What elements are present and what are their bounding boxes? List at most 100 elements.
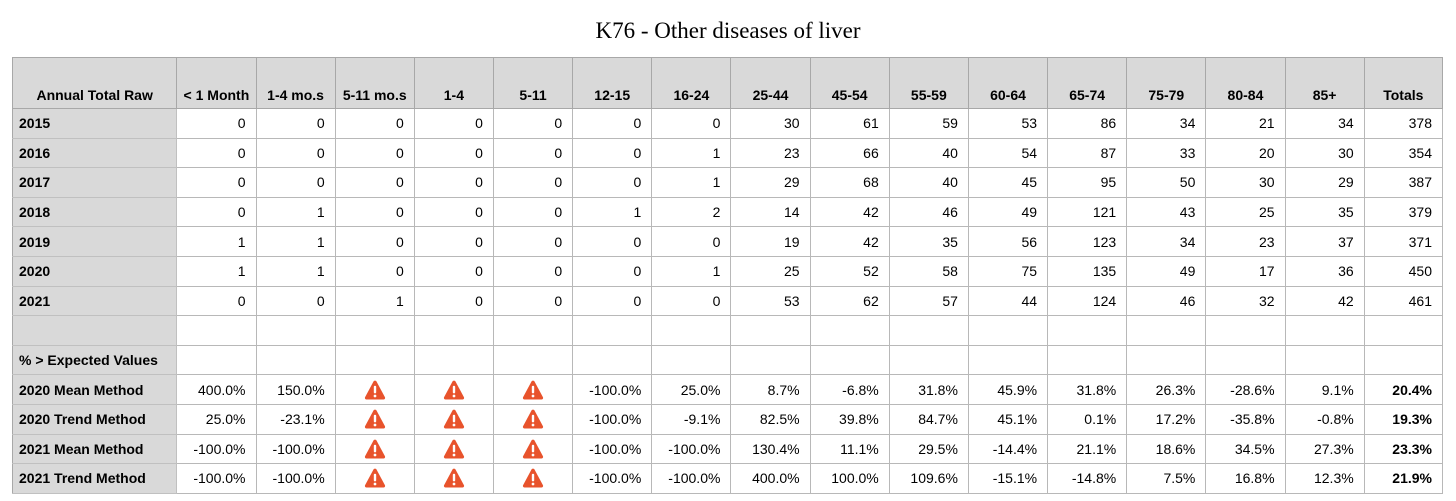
table-cell: 25: [1205, 196, 1286, 228]
table-cell: -0.8%: [1284, 403, 1365, 435]
table-cell: 42: [809, 196, 890, 228]
blank-cell: [888, 315, 969, 346]
table-cell: 378: [1363, 108, 1444, 139]
table-cell: 0: [176, 167, 257, 198]
table-cell: 45: [967, 167, 1049, 198]
table-cell: 1: [255, 255, 336, 287]
table-cell: 1: [176, 226, 257, 257]
year-row: 2021 0 0 1 0 0 0 0 53 62 57 44 124 46 32 42 461: [11, 285, 1444, 317]
blank-cell: [572, 315, 653, 346]
column-header: 12-15: [572, 57, 653, 109]
table-cell: 0: [334, 137, 415, 169]
table-cell: 23: [1205, 226, 1286, 257]
table-cell: -9.1%: [651, 403, 732, 435]
warning-cell: [413, 374, 494, 405]
table-cell: 19.3%: [1363, 403, 1444, 435]
year-row: 2019 1 1 0 0 0 0 0 19 42 35 56 123 34 23 37 371: [11, 226, 1444, 257]
table-cell: 450: [1363, 255, 1444, 287]
table-cell: 23: [730, 137, 811, 169]
table-cell: -15.1%: [967, 463, 1049, 494]
table-cell: -35.8%: [1205, 403, 1286, 435]
warning-cell: [492, 374, 574, 405]
table-cell: 0: [176, 196, 257, 228]
warning-triangle-icon: [522, 380, 544, 400]
blank-cell: [255, 344, 336, 376]
warning-triangle-icon: [364, 469, 385, 488]
blank-cell: [1363, 315, 1444, 346]
table-cell: -100.0%: [176, 463, 257, 494]
warning-cell: [413, 463, 494, 494]
row-label: 2020 Mean Method: [11, 374, 178, 405]
row-label: 2021 Mean Method: [11, 433, 178, 465]
column-header: 5-11 mo.s: [334, 57, 415, 109]
table-cell: 21.9%: [1363, 463, 1444, 494]
blank-cell: [11, 315, 178, 346]
table-cell: 42: [809, 226, 890, 257]
table-cell: -14.8%: [1047, 463, 1128, 494]
blank-cell: [1126, 315, 1207, 346]
warning-triangle-icon: [443, 469, 464, 488]
table-cell: 7.5%: [1126, 463, 1207, 494]
column-header: 60-64: [967, 57, 1049, 109]
table-cell: 123: [1047, 226, 1128, 257]
table-cell: 0: [413, 226, 494, 257]
table-cell: 53: [967, 108, 1049, 139]
warning-cell: [492, 403, 574, 435]
table-cell: 25: [730, 255, 811, 287]
table-cell: 11.1%: [809, 433, 890, 465]
warning-cell: [334, 433, 415, 465]
table-cell: -6.8%: [809, 374, 890, 405]
table-cell: 387: [1363, 167, 1444, 198]
warning-cell: [334, 374, 415, 405]
spacer-row: [11, 315, 1444, 346]
table-cell: 135: [1047, 255, 1128, 287]
table-cell: 1: [334, 285, 415, 317]
blank-cell: [730, 344, 811, 376]
table-cell: 1: [255, 196, 336, 228]
table-cell: -23.1%: [255, 403, 336, 435]
table-cell: 34.5%: [1205, 433, 1286, 465]
warning-triangle-icon: [443, 380, 464, 400]
warning-cell: [334, 463, 415, 494]
blank-cell: [334, 315, 415, 346]
row-label: 2015: [11, 108, 178, 139]
warning-triangle-icon: [364, 380, 385, 400]
table-cell: 84.7%: [888, 403, 969, 435]
corner-header: Annual Total Raw: [11, 57, 178, 109]
table-cell: 0: [413, 196, 494, 228]
table-cell: 45.9%: [967, 374, 1049, 405]
table-cell: 33: [1126, 137, 1207, 169]
blank-cell: [1126, 344, 1207, 376]
warning-triangle-icon: [443, 439, 464, 459]
table-cell: 1: [651, 167, 732, 198]
warning-triangle-icon: [522, 409, 544, 429]
column-header: 5-11: [492, 57, 574, 109]
table-cell: 0: [255, 167, 336, 198]
table-cell: 66: [809, 137, 890, 169]
warning-triangle-icon: [443, 409, 464, 429]
table-cell: 109.6%: [888, 463, 969, 494]
table-cell: 9.1%: [1284, 374, 1365, 405]
warning-cell: [413, 403, 494, 435]
warning-cell: [492, 433, 574, 465]
table-cell: 21: [1205, 108, 1286, 139]
row-label: 2021 Trend Method: [11, 463, 178, 494]
table-cell: 40: [888, 137, 969, 169]
table-cell: 29.5%: [888, 433, 969, 465]
row-label: 2018: [11, 196, 178, 228]
table-body: 2015 0 0 0 0 0 0 0 30 61 59 53 86 34 21 34 378 2016 0 0 0 0 0 0…: [11, 108, 1444, 494]
table-cell: 0: [413, 108, 494, 139]
table-cell: 1: [651, 255, 732, 287]
table-cell: 0.1%: [1047, 403, 1128, 435]
blank-cell: [255, 315, 336, 346]
table-cell: 53: [730, 285, 811, 317]
section-label: % > Expected Values: [11, 344, 178, 376]
table-cell: 49: [967, 196, 1049, 228]
table-cell: 0: [334, 196, 415, 228]
blank-cell: [1047, 315, 1128, 346]
table-cell: -100.0%: [572, 463, 653, 494]
blank-cell: [967, 315, 1049, 346]
blank-cell: [651, 315, 732, 346]
table-cell: 0: [176, 137, 257, 169]
table-cell: 100.0%: [809, 463, 890, 494]
